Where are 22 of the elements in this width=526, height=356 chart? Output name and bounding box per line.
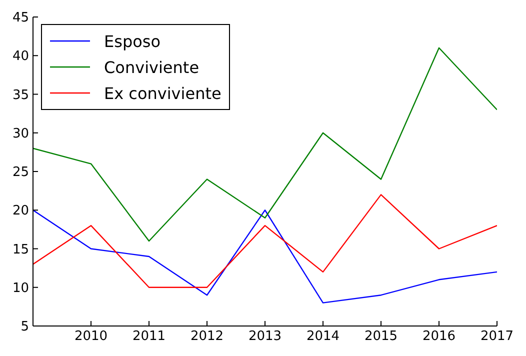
y-tick-label: 5 bbox=[20, 320, 29, 335]
x-tick-label: 2012 bbox=[190, 329, 224, 344]
x-tick-label: 2011 bbox=[132, 329, 166, 344]
y-tick-label: 20 bbox=[12, 204, 29, 219]
legend-label: Ex conviviente bbox=[104, 84, 222, 102]
x-tick-label: 2010 bbox=[74, 329, 108, 344]
y-tick-label: 45 bbox=[12, 10, 29, 26]
y-tick-label: 35 bbox=[12, 88, 29, 103]
x-tick-label: 2016 bbox=[422, 329, 456, 344]
y-tick-label: 30 bbox=[12, 126, 29, 142]
x-tick-label: 2014 bbox=[306, 329, 340, 344]
y-tick-label: 25 bbox=[12, 165, 29, 180]
y-tick-label: 40 bbox=[12, 49, 29, 64]
line-series bbox=[33, 210, 497, 304]
y-tick-label: 15 bbox=[12, 242, 29, 258]
legend-label: Conviviente bbox=[104, 58, 200, 76]
line-series bbox=[33, 194, 497, 288]
legend-label: Esposo bbox=[104, 32, 161, 50]
x-tick-label: 2013 bbox=[248, 329, 282, 344]
x-tick-label: 2015 bbox=[364, 329, 398, 344]
y-tick-label: 10 bbox=[12, 280, 29, 296]
x-tick-label: 2017 bbox=[480, 329, 514, 344]
